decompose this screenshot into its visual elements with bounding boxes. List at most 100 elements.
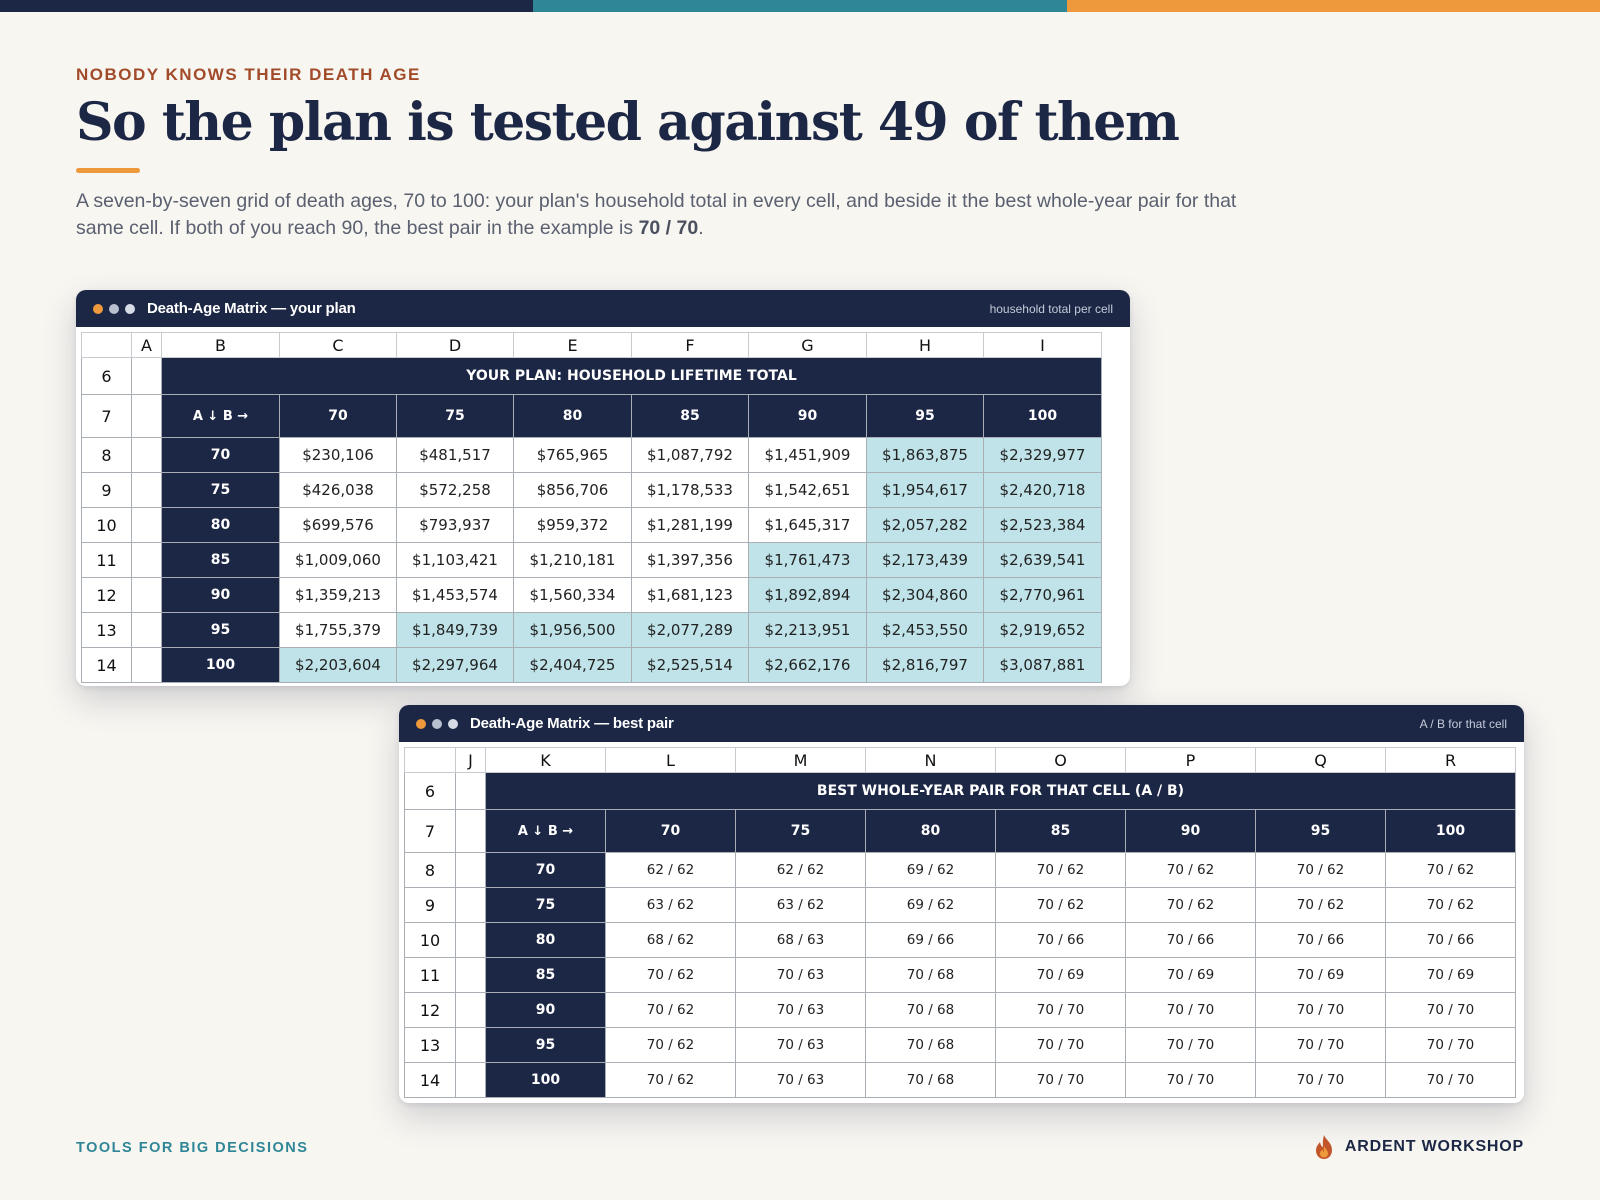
pair-cell[interactable]: 70 / 69: [995, 957, 1126, 993]
pair-cell[interactable]: 70 / 62: [605, 992, 736, 1028]
row-age-header[interactable]: 70: [161, 437, 280, 473]
pair-cell[interactable]: 70 / 62: [1255, 852, 1386, 888]
pair-cell[interactable]: 69 / 66: [865, 922, 996, 958]
row-header[interactable]: 8: [81, 437, 132, 473]
total-cell[interactable]: $1,645,317: [748, 507, 867, 543]
pair-cell[interactable]: 70 / 62: [995, 887, 1126, 923]
total-cell[interactable]: $1,542,651: [748, 472, 867, 508]
total-cell[interactable]: $1,761,473: [748, 542, 867, 578]
total-cell[interactable]: $2,304,860: [866, 577, 984, 613]
table-title-cell[interactable]: YOUR PLAN: HOUSEHOLD LIFETIME TOTAL: [161, 357, 1102, 395]
total-cell[interactable]: $765,965: [513, 437, 632, 473]
column-header[interactable]: Q: [1255, 747, 1386, 773]
total-cell[interactable]: $1,892,894: [748, 577, 867, 613]
pair-cell[interactable]: 70 / 63: [735, 957, 866, 993]
column-header[interactable]: L: [605, 747, 736, 773]
total-cell[interactable]: $1,087,792: [631, 437, 749, 473]
row-header[interactable]: 12: [404, 992, 456, 1028]
total-cell[interactable]: $1,397,356: [631, 542, 749, 578]
column-header[interactable]: R: [1385, 747, 1516, 773]
spacer-cell[interactable]: [131, 357, 162, 395]
spacer-cell[interactable]: [455, 922, 486, 958]
row-age-header[interactable]: 70: [485, 852, 606, 888]
minimize-dot[interactable]: [432, 718, 442, 729]
column-header[interactable]: B: [161, 332, 280, 358]
col-age-header[interactable]: 95: [866, 394, 984, 438]
total-cell[interactable]: $1,281,199: [631, 507, 749, 543]
total-cell[interactable]: $1,453,574: [396, 577, 514, 613]
total-cell[interactable]: $1,359,213: [279, 577, 397, 613]
spacer-cell[interactable]: [131, 507, 162, 543]
spacer-cell[interactable]: [131, 472, 162, 508]
total-cell[interactable]: $2,077,289: [631, 612, 749, 648]
pair-cell[interactable]: 70 / 70: [1255, 992, 1386, 1028]
pair-cell[interactable]: 70 / 68: [865, 992, 996, 1028]
total-cell[interactable]: $1,956,500: [513, 612, 632, 648]
table-title-cell[interactable]: BEST WHOLE-YEAR PAIR FOR THAT CELL (A / …: [485, 772, 1516, 810]
pair-cell[interactable]: 70 / 62: [605, 1062, 736, 1098]
pair-cell[interactable]: 70 / 63: [735, 992, 866, 1028]
pair-cell[interactable]: 62 / 62: [605, 852, 736, 888]
total-cell[interactable]: $2,173,439: [866, 542, 984, 578]
col-age-header[interactable]: 90: [1125, 809, 1256, 853]
row-age-header[interactable]: 95: [485, 1027, 606, 1063]
spacer-cell[interactable]: [455, 887, 486, 923]
pair-cell[interactable]: 70 / 69: [1125, 957, 1256, 993]
column-header[interactable]: D: [396, 332, 514, 358]
col-age-header[interactable]: 75: [396, 394, 514, 438]
row-header[interactable]: 10: [81, 507, 132, 543]
spacer-cell[interactable]: [131, 394, 162, 438]
pair-cell[interactable]: 70 / 66: [1255, 922, 1386, 958]
axis-label-cell[interactable]: A ↓ B →: [161, 394, 280, 438]
pair-cell[interactable]: 70 / 70: [1125, 1027, 1256, 1063]
total-cell[interactable]: $2,639,541: [983, 542, 1102, 578]
pair-cell[interactable]: 70 / 69: [1385, 957, 1516, 993]
pair-cell[interactable]: 70 / 62: [1255, 887, 1386, 923]
spacer-cell[interactable]: [455, 957, 486, 993]
col-age-header[interactable]: 90: [748, 394, 867, 438]
column-header[interactable]: H: [866, 332, 984, 358]
maximize-dot[interactable]: [448, 718, 458, 729]
row-age-header[interactable]: 85: [161, 542, 280, 578]
col-age-header[interactable]: 75: [735, 809, 866, 853]
total-cell[interactable]: $426,038: [279, 472, 397, 508]
column-header[interactable]: M: [735, 747, 866, 773]
pair-cell[interactable]: 70 / 62: [995, 852, 1126, 888]
spacer-cell[interactable]: [455, 772, 486, 810]
column-header[interactable]: A: [131, 332, 162, 358]
row-age-header[interactable]: 75: [161, 472, 280, 508]
total-cell[interactable]: $1,451,909: [748, 437, 867, 473]
total-cell[interactable]: $1,681,123: [631, 577, 749, 613]
column-header[interactable]: O: [995, 747, 1126, 773]
pair-cell[interactable]: 70 / 70: [1125, 992, 1256, 1028]
total-cell[interactable]: $1,009,060: [279, 542, 397, 578]
total-cell[interactable]: $1,178,533: [631, 472, 749, 508]
pair-cell[interactable]: 70 / 68: [865, 1062, 996, 1098]
pair-cell[interactable]: 70 / 70: [1255, 1027, 1386, 1063]
row-header[interactable]: 9: [404, 887, 456, 923]
pair-cell[interactable]: 70 / 70: [1255, 1062, 1386, 1098]
col-age-header[interactable]: 80: [513, 394, 632, 438]
row-age-header[interactable]: 90: [485, 992, 606, 1028]
pair-cell[interactable]: 70 / 70: [995, 992, 1126, 1028]
total-cell[interactable]: $2,057,282: [866, 507, 984, 543]
row-header[interactable]: 13: [404, 1027, 456, 1063]
spacer-cell[interactable]: [455, 992, 486, 1028]
pair-cell[interactable]: 70 / 66: [1125, 922, 1256, 958]
total-cell[interactable]: $2,213,951: [748, 612, 867, 648]
row-header[interactable]: 12: [81, 577, 132, 613]
pair-cell[interactable]: 70 / 68: [865, 957, 996, 993]
total-cell[interactable]: $1,210,181: [513, 542, 632, 578]
col-age-header[interactable]: 95: [1255, 809, 1386, 853]
pair-cell[interactable]: 70 / 68: [865, 1027, 996, 1063]
total-cell[interactable]: $2,662,176: [748, 647, 867, 683]
spacer-cell[interactable]: [455, 1027, 486, 1063]
pair-cell[interactable]: 70 / 69: [1255, 957, 1386, 993]
spacer-cell[interactable]: [131, 647, 162, 683]
spacer-cell[interactable]: [131, 437, 162, 473]
row-header[interactable]: 6: [81, 357, 132, 395]
column-header[interactable]: N: [865, 747, 996, 773]
total-cell[interactable]: $2,523,384: [983, 507, 1102, 543]
pair-cell[interactable]: 70 / 66: [1385, 922, 1516, 958]
row-header[interactable]: 7: [404, 809, 456, 853]
